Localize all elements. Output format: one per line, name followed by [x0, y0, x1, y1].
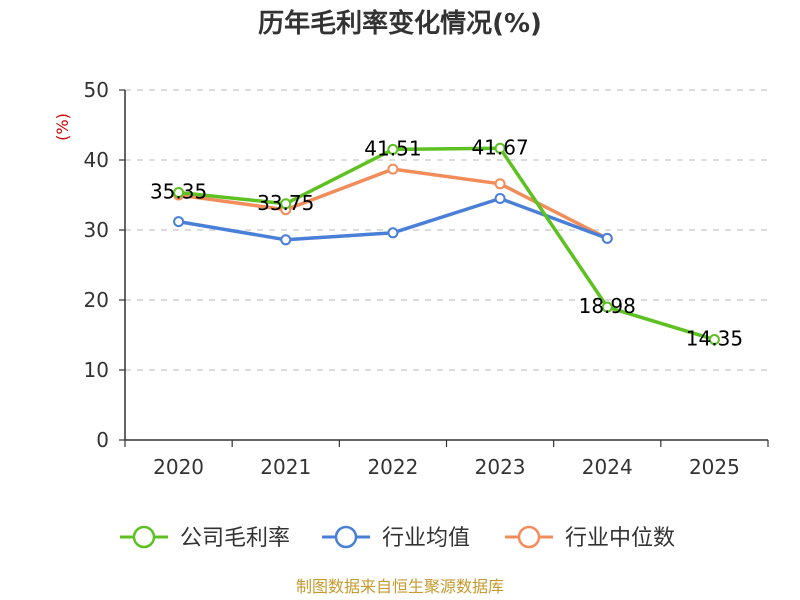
data-point: [173, 216, 185, 228]
series-group: [173, 142, 720, 346]
data-point: [494, 193, 506, 204]
data-label: 41.67: [471, 135, 528, 159]
data-point: [173, 187, 185, 199]
legend-item-3: 行业中位数: [505, 525, 675, 551]
x-tick-label: 2021: [260, 455, 311, 479]
data-point: [494, 178, 506, 190]
footer-source: 制图数据来自恒生聚源数据库: [296, 577, 504, 596]
data-point: [280, 198, 292, 210]
chart-title: 历年毛利率变化情况(%): [258, 8, 542, 39]
y-tick-label: 40: [84, 148, 109, 172]
data-labels: 35.35 33.75 41.51 41.67 18.98 14.35: [150, 135, 743, 350]
legend: 公司毛利率 行业均值 行业中位数: [120, 525, 675, 551]
legend-label: 行业均值: [382, 526, 470, 551]
legend-item-2: 行业均值: [322, 525, 470, 551]
data-label: 33.75: [257, 191, 314, 215]
data-point: [387, 227, 399, 239]
data-point: [387, 163, 399, 175]
data-label: 18.98: [579, 294, 636, 318]
series-1: [173, 142, 720, 346]
data-label: 14.35: [686, 327, 743, 351]
data-point: [708, 334, 720, 346]
data-label: 35.35: [150, 180, 207, 204]
series-2: [173, 193, 613, 246]
y-tick-label: 20: [84, 288, 109, 312]
y-tick-label: 50: [84, 78, 109, 102]
axes: 0 10 20 30 40 50 2020 2021 2022 2023 2024 2025: [84, 78, 769, 479]
legend-marker-icon: [132, 525, 156, 549]
legend-marker-icon: [517, 525, 541, 549]
legend-marker-icon: [334, 525, 358, 549]
series-line: [178, 146, 715, 342]
data-point: [601, 301, 613, 313]
data-point: [387, 143, 399, 155]
y-tick-label: 0: [96, 428, 109, 452]
x-tick-label: 2022: [367, 455, 418, 479]
x-tick-label: 2020: [153, 455, 204, 479]
x-tick-label: 2025: [689, 455, 740, 479]
legend-label: 行业中位数: [565, 526, 675, 551]
legend-item-1: 公司毛利率: [120, 525, 290, 551]
legend-label: 公司毛利率: [180, 526, 290, 551]
data-point: [601, 232, 613, 244]
x-tick-label: 2023: [475, 455, 526, 479]
y-unit-label: (%): [53, 113, 72, 141]
data-point: [280, 234, 292, 246]
data-label: 41.51: [364, 136, 421, 160]
data-point: [494, 142, 506, 154]
y-tick-label: 10: [84, 358, 109, 382]
x-tick-label: 2024: [582, 455, 633, 479]
y-tick-label: 30: [84, 218, 109, 242]
